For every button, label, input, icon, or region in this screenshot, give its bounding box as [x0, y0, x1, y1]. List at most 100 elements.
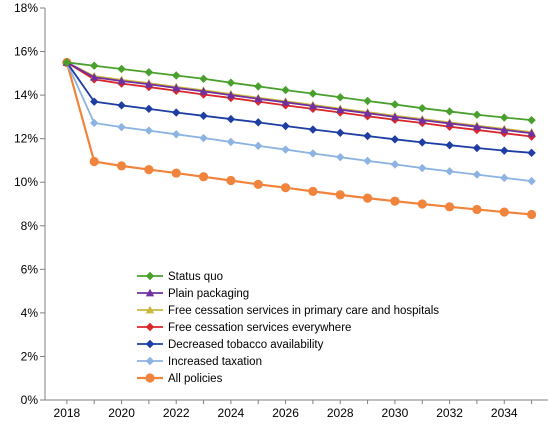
legend-marker [145, 339, 155, 349]
data-point [308, 101, 318, 110]
data-point [499, 207, 509, 217]
series-increased-taxation [62, 58, 536, 186]
data-point [472, 110, 482, 119]
legend-marker [145, 373, 155, 383]
legend-marker [145, 356, 155, 366]
legend-item-plain-packaging: Plain packaging [137, 288, 249, 300]
data-point [90, 97, 99, 106]
legend-item-free-cessation-services-in-primary-care-and-hospitals: Free cessation services in primary care … [137, 305, 439, 317]
data-point [62, 58, 72, 67]
x-tick-label: 2030 [382, 406, 409, 420]
legend-label: Free cessation services everywhere [168, 322, 351, 334]
data-point [526, 209, 537, 220]
data-point [117, 122, 126, 132]
data-point [144, 80, 154, 88]
data-point [472, 143, 482, 153]
data-point [281, 98, 290, 106]
x-axis-ticks: 2018 2020 2022 2024 2026 2028 2030 2032 2034 [54, 400, 533, 420]
data-point [417, 199, 427, 209]
legend-item-decreased-tobacco-availability: Decreased tobacco availability [137, 339, 324, 351]
x-tick-label: 2022 [163, 406, 190, 420]
data-point [226, 137, 236, 147]
series-line [66, 61, 532, 134]
data-point [90, 73, 99, 81]
legend-label: Increased taxation [168, 356, 262, 368]
data-point [172, 71, 181, 80]
data-point [445, 167, 454, 176]
data-point [226, 90, 236, 99]
series-line [66, 61, 532, 154]
legend-item-free-cessation-services-everywhere: Free cessation services everywhere [137, 322, 351, 334]
legend-marker [145, 288, 155, 297]
data-point [527, 115, 536, 125]
data-point [281, 121, 290, 131]
legend-marker [145, 271, 155, 281]
series-line [66, 62, 532, 183]
data-point [144, 126, 154, 135]
data-point [280, 183, 291, 193]
legend-marker [145, 322, 155, 332]
data-point [199, 111, 208, 120]
series-line [66, 61, 532, 135]
y-tick-label: 12% [14, 132, 38, 146]
data-point [336, 105, 345, 114]
series-line [66, 61, 532, 122]
data-point [362, 193, 373, 203]
data-point [472, 204, 482, 215]
data-point [198, 172, 209, 182]
data-point [90, 118, 99, 128]
data-point [199, 74, 208, 83]
data-point [390, 112, 400, 121]
legend-marker [145, 305, 155, 314]
y-tick-label: 8% [21, 219, 39, 233]
legend: Status quo Plain packaging Free cessation … [137, 271, 439, 385]
data-point [336, 93, 345, 102]
legend-item-all-policies: All policies [137, 373, 223, 385]
data-point [363, 96, 372, 106]
series-plain-packaging [62, 58, 536, 137]
data-point [117, 101, 126, 110]
data-point [281, 145, 290, 154]
x-tick-label: 2028 [327, 406, 354, 420]
legend-item-increased-taxation: Increased taxation [137, 356, 262, 368]
x-tick-label: 2026 [272, 406, 299, 420]
data-point [281, 85, 290, 95]
data-point [500, 113, 509, 122]
legend-label: Status quo [168, 271, 223, 283]
y-tick-label: 6% [21, 262, 39, 276]
data-point [500, 146, 509, 155]
x-tick-label: 2032 [436, 406, 463, 420]
data-point [226, 114, 236, 124]
legend-label: Free cessation services in primary care … [168, 305, 439, 317]
data-point [418, 138, 427, 147]
data-point [226, 78, 236, 87]
data-point [172, 108, 181, 117]
data-point [308, 186, 318, 196]
data-point [116, 161, 127, 171]
data-point [308, 125, 318, 134]
data-point [390, 160, 400, 169]
data-point [336, 152, 345, 162]
data-point [199, 87, 208, 95]
x-tick-label: 2024 [218, 406, 245, 420]
series-status-quo [62, 58, 536, 125]
legend-label: All policies [168, 373, 223, 385]
y-tick-label: 0% [21, 393, 39, 407]
x-tick-label: 2020 [108, 406, 135, 420]
data-point [89, 156, 99, 167]
data-point [527, 176, 536, 186]
data-point [144, 68, 154, 77]
x-tick-label: 2018 [54, 406, 81, 420]
data-point [418, 163, 427, 173]
data-point [335, 190, 345, 200]
legend-label: Decreased tobacco availability [168, 339, 324, 351]
y-tick-label: 10% [14, 175, 38, 189]
data-point [390, 135, 400, 144]
data-point [308, 149, 318, 158]
data-point [527, 129, 536, 137]
x-tick-label: 2034 [491, 406, 518, 420]
data-point [172, 130, 181, 139]
series-decreased-tobacco-availability [62, 58, 536, 158]
legend-label: Plain packaging [168, 288, 249, 300]
y-axis-ticks: 0% 2% 4% 6% 8% 10% 12% 14% 16% 18% [14, 1, 45, 407]
